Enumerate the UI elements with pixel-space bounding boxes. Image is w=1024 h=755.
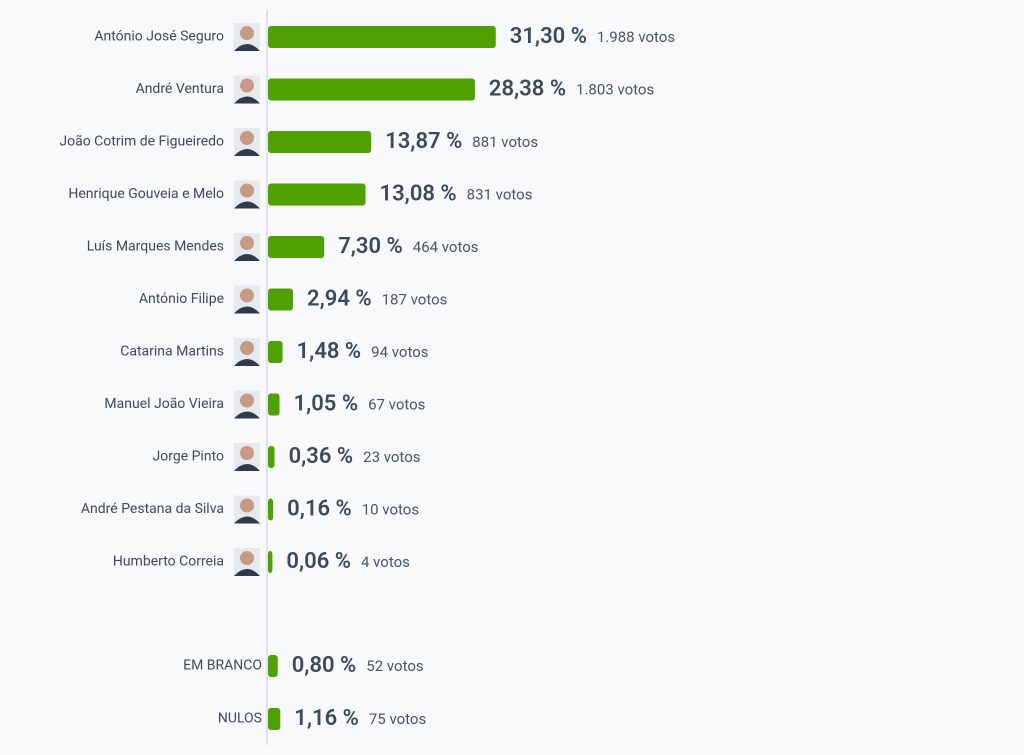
photo-body (234, 96, 260, 104)
votes-label: 52 votos (366, 657, 423, 675)
bar (268, 393, 280, 416)
bar (268, 708, 281, 730)
photo-head (240, 183, 254, 198)
value-label: 0,16 % (287, 496, 352, 521)
bar (268, 78, 475, 101)
value-label: 2,94 % (307, 286, 372, 311)
category-label: Manuel João Vieira (104, 396, 224, 412)
votes-label: 881 votos (472, 133, 538, 151)
bar (268, 183, 366, 206)
votes-label: 94 votos (371, 343, 428, 361)
votes-label: 67 votos (368, 395, 425, 413)
votes-label: 10 votos (362, 500, 419, 518)
photo-body (234, 411, 260, 419)
category-label: João Cotrim de Figueiredo (59, 134, 224, 150)
bar (268, 551, 273, 573)
value-label: 0,80 % (292, 653, 357, 678)
votes-label: 23 votos (363, 448, 420, 466)
votes-label: 187 votos (382, 290, 448, 308)
votes-label: 1.803 votos (576, 80, 654, 98)
votes-label: 464 votos (413, 238, 479, 256)
photo-head (240, 131, 254, 145)
photo-head (240, 288, 254, 303)
votes-label: 75 votos (369, 710, 426, 728)
votes-label: 4 votos (361, 553, 410, 571)
value-label: 13,08 % (380, 181, 457, 206)
bar (268, 655, 278, 677)
category-label: António José Seguro (94, 29, 224, 45)
photo-head (240, 236, 254, 250)
category-label: Humberto Correia (113, 554, 224, 570)
photo-body (234, 464, 260, 471)
category-label: André Ventura (136, 81, 224, 97)
bar (268, 446, 275, 468)
category-label: EM BRANCO (183, 658, 262, 674)
category-label: NULOS (218, 711, 262, 727)
category-label: Catarina Martins (120, 344, 224, 360)
photo-head (240, 446, 254, 460)
value-label: 0,06 % (286, 549, 351, 574)
photo-head (240, 393, 254, 408)
value-label: 31,30 % (510, 24, 587, 49)
photo-head (240, 551, 254, 565)
photo-body (234, 254, 260, 261)
bar (268, 288, 294, 311)
value-label: 28,38 % (489, 76, 566, 101)
photo-body (234, 359, 260, 366)
photo-head (240, 78, 254, 93)
bar (268, 498, 274, 521)
value-label: 1,05 % (294, 391, 359, 416)
value-label: 1,48 % (297, 339, 362, 364)
votes-label: 1.988 votos (597, 28, 675, 46)
photo-body (234, 44, 260, 51)
category-label: André Pestana da Silva (81, 501, 224, 517)
photo-body (234, 516, 260, 524)
photo-body (234, 306, 260, 314)
category-label: António Filipe (139, 291, 224, 307)
photo-head (240, 341, 254, 355)
photo-head (240, 498, 254, 513)
value-label: 1,16 % (294, 706, 359, 731)
category-label: Luís Marques Mendes (87, 239, 224, 255)
bar (268, 341, 283, 363)
category-label: Jorge Pinto (153, 449, 224, 465)
bar (268, 26, 496, 48)
bar (268, 131, 372, 153)
value-label: 13,87 % (385, 129, 462, 154)
photo-body (234, 149, 260, 156)
photo-head (240, 26, 254, 40)
votes-label: 831 votos (467, 185, 533, 203)
value-label: 0,36 % (289, 444, 354, 469)
value-label: 7,30 % (338, 234, 403, 259)
photo-body (234, 201, 260, 209)
category-label: Henrique Gouveia e Melo (68, 186, 224, 202)
photo-body (234, 569, 260, 576)
bar (268, 236, 325, 258)
